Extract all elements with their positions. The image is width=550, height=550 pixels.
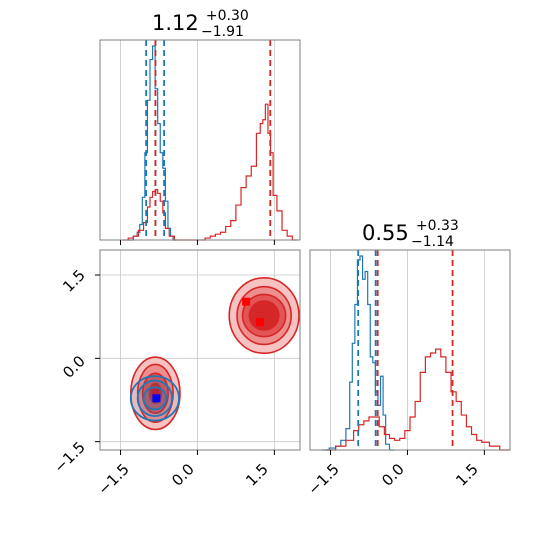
marginal-histograms <box>123 40 510 451</box>
joint-ytick-label-0p0: 0.0 <box>59 352 89 382</box>
hist2-xtick-label-0p0: 0.0 <box>378 460 408 490</box>
joint-series-0-marker-0 <box>242 297 251 306</box>
joint-series-1-marker-0 <box>152 394 161 403</box>
title-param-2-plus: +0.33 <box>416 218 459 234</box>
joint-ytick-label-1p5: 1.5 <box>59 266 89 296</box>
panel-bottom-right-frame <box>309 249 511 451</box>
joint-xtick-label-0p0: 0.0 <box>168 460 198 490</box>
hist1-series-0 <box>128 45 176 241</box>
joint-series-0-marker-1 <box>256 318 264 327</box>
joint-xtick-label-neg1p5: −1.5 <box>94 460 132 498</box>
panel-bottom-left-frame <box>99 249 301 451</box>
hist1-series-1 <box>123 103 298 241</box>
panel-top-left-frame <box>99 39 301 241</box>
title-param-1: 1.12 +0.30 −1.91 <box>152 5 254 40</box>
title-param-1-plus: +0.30 <box>206 8 249 24</box>
title-param-2-minus: −1.14 <box>411 234 454 250</box>
hist2-series-0 <box>321 255 395 451</box>
joint-series-0-mode-1-contour-3 <box>248 300 280 331</box>
title-param-2: 0.55 +0.33 −1.14 <box>362 215 464 250</box>
title-param-1-minus: −1.91 <box>201 24 244 40</box>
joint-ytick-label-neg1p5: −1.5 <box>50 438 88 476</box>
tick-marks <box>95 240 485 455</box>
joint-xtick-label-1p5: 1.5 <box>242 460 272 490</box>
hist2-series-1 <box>325 348 510 451</box>
hist2-xtick-label-neg1p5: −1.5 <box>304 460 342 498</box>
hist2-xtick-label-1p5: 1.5 <box>452 460 482 490</box>
joint-distribution <box>129 276 300 431</box>
title-param-2-value: 0.55 <box>362 221 409 245</box>
joint-series-0-marker-2 <box>151 388 160 397</box>
title-param-1-value: 1.12 <box>152 11 199 35</box>
